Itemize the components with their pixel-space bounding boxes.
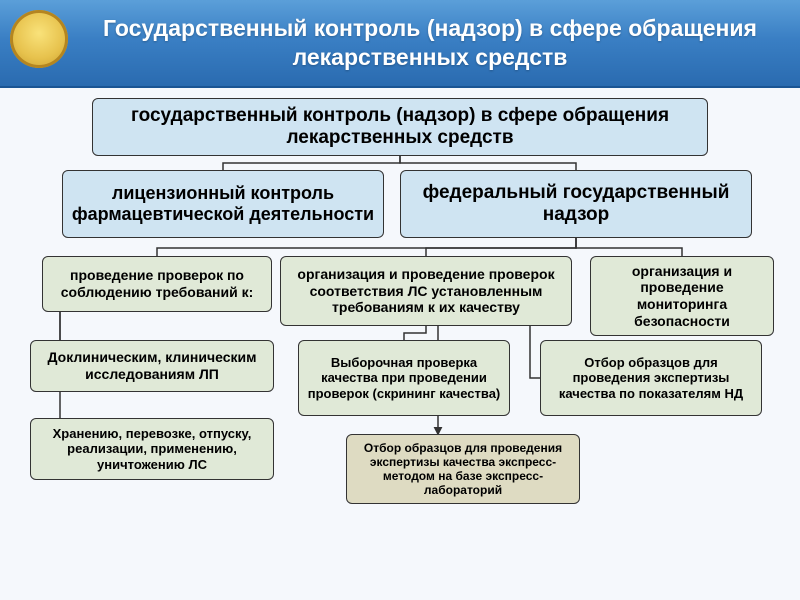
flow-node-checks: проведение проверок по соблюдению требов…: [42, 256, 272, 312]
flow-node-root: государственный контроль (надзор) в сфер…: [92, 98, 708, 156]
flow-node-federal: федеральный государственный надзор: [400, 170, 752, 238]
flow-node-conform: организация и проведение проверок соотве…: [280, 256, 572, 326]
slide-header: Государственный контроль (надзор) в сфер…: [0, 0, 800, 88]
flow-edge: [426, 238, 576, 256]
slide-title: Государственный контроль (надзор) в сфер…: [78, 14, 782, 72]
flow-edge: [157, 238, 576, 256]
emblem-icon: [10, 10, 68, 68]
flow-edge: [223, 156, 400, 170]
flow-node-preclin: Доклиническим, клиническим исследованиям…: [30, 340, 274, 392]
flow-edge: [400, 156, 576, 170]
flow-canvas: государственный контроль (надзор) в сфер…: [0, 88, 800, 600]
flow-node-storage: Хранению, перевозке, отпуску, реализации…: [30, 418, 274, 480]
flow-edge: [404, 326, 426, 340]
flow-node-express: Отбор образцов для проведения экспертизы…: [346, 434, 580, 504]
flow-edge: [576, 238, 682, 256]
flow-node-screen: Выборочная проверка качества при проведе…: [298, 340, 510, 416]
flow-node-nd: Отбор образцов для проведения экспертизы…: [540, 340, 762, 416]
flow-edge: [530, 326, 540, 378]
flow-node-monitor: организация и проведение мониторинга без…: [590, 256, 774, 336]
flow-node-lic: лицензионный контроль фармацевтической д…: [62, 170, 384, 238]
